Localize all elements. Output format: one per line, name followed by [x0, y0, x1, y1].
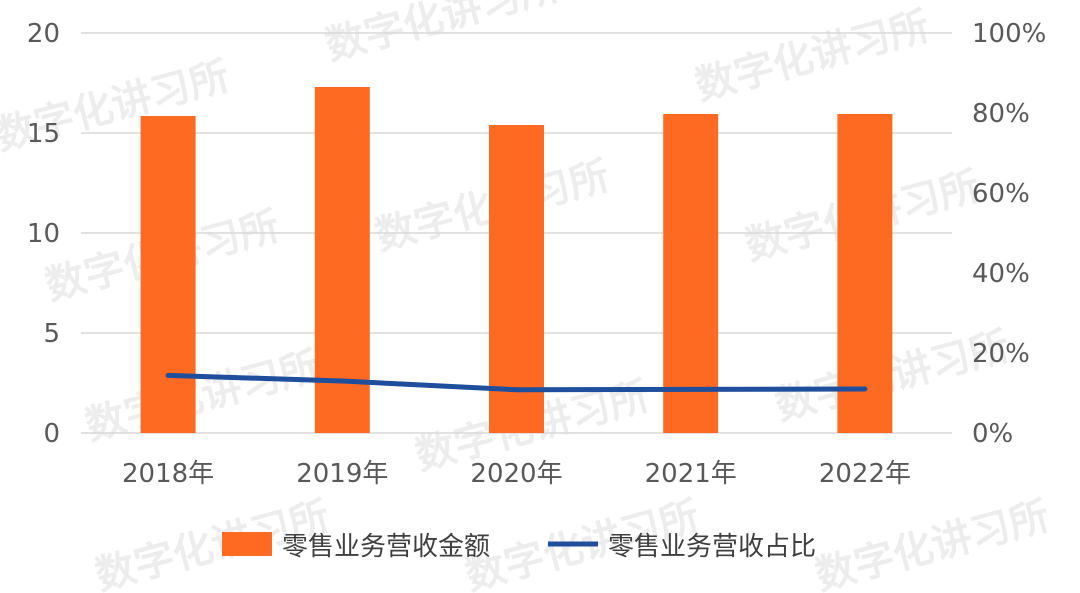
bar-series [140, 87, 893, 433]
legend-line-label: 零售业务营收占比 [608, 532, 816, 562]
left-tick-label: 5 [43, 319, 60, 349]
right-tick-label: 100% [972, 19, 1046, 49]
x-tick-label: 2019年 [296, 459, 388, 489]
x-tick-label: 2021年 [645, 459, 737, 489]
bar-2020年 [489, 125, 544, 433]
bar-2021年 [663, 114, 719, 433]
left-tick-label: 10 [27, 219, 60, 249]
right-tick-label: 40% [972, 259, 1030, 289]
left-tick-label: 20 [27, 19, 60, 49]
right-axis: 0% 20% 40% 60% 80% 100% [972, 19, 1046, 449]
watermark-text: 数字化讲习所 [811, 493, 1055, 593]
legend: 零售业务营收金额 零售业务营收占比 [222, 532, 816, 562]
legend-bar-swatch [222, 532, 272, 556]
bar-2018年 [140, 116, 196, 433]
watermark-text: 数字化讲习所 [691, 3, 935, 110]
legend-bar-label: 零售业务营收金额 [282, 532, 490, 562]
left-axis: 0 5 10 15 20 [27, 19, 60, 449]
left-tick-label: 0 [43, 419, 60, 449]
line-series [165, 372, 868, 393]
right-tick-label: 20% [972, 339, 1030, 369]
right-tick-label: 80% [972, 99, 1030, 129]
right-tick-label: 60% [972, 179, 1030, 209]
x-tick-label: 2020年 [470, 459, 562, 489]
x-tick-label: 2022年 [819, 459, 911, 489]
bar-2019年 [314, 87, 370, 433]
left-tick-label: 15 [27, 119, 60, 149]
bar-2022年 [837, 114, 893, 433]
x-tick-label: 2018年 [122, 459, 214, 489]
right-tick-label: 0% [972, 419, 1013, 449]
x-axis: 2018年 2019年 2020年 2021年 2022年 [122, 459, 911, 489]
watermark-text: 数字化讲习所 [321, 0, 565, 70]
